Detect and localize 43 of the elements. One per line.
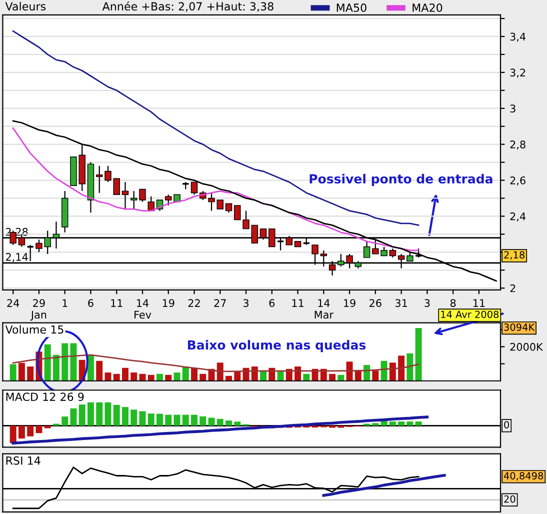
text: 3094K xyxy=(504,323,535,331)
y-tick-label: 3,4 xyxy=(510,32,526,42)
x-tick-label: 29 Jan xyxy=(30,299,46,321)
y-tick-label: 2,8 xyxy=(510,140,526,150)
x-tick-label: 27 xyxy=(214,299,226,307)
y-tick-label: 2,6 xyxy=(510,176,526,186)
x-tick-label: 3 xyxy=(243,299,248,307)
x-tick-label: 14 Fev xyxy=(134,299,152,319)
x-tick-label: 31 xyxy=(395,299,407,307)
annotation: Possivel ponto de entrada xyxy=(310,174,492,186)
legend-label: MA50 xyxy=(336,4,366,12)
text: 2,18 xyxy=(504,251,524,260)
y-tick-label: 2000K xyxy=(510,342,544,351)
x-tick-label: 3 xyxy=(424,299,430,307)
y-tick-label: 2 xyxy=(510,284,516,292)
x-tick-label: 8 xyxy=(450,299,456,307)
chart-title: Volume 15 xyxy=(5,325,64,334)
x-tick-label: 24 xyxy=(7,299,20,307)
x-tick-label: 6 xyxy=(269,299,275,307)
x-tick-label: 14 Mar xyxy=(314,299,334,319)
x-tick-label: 6 xyxy=(88,299,94,307)
chart-title: RSI 14 xyxy=(6,456,40,465)
text: 20 xyxy=(504,495,516,503)
x-tick-label: 11 xyxy=(111,299,122,307)
ref-line-label: 2,14 xyxy=(6,253,28,262)
y-tick-label: 3 xyxy=(510,104,516,112)
x-tick-label: 19 xyxy=(162,299,174,307)
x-tick-label: 11 xyxy=(292,299,304,307)
text: 14 Avr 2008 xyxy=(441,310,499,318)
annotation: Baixo volume nas quedas xyxy=(188,340,366,352)
chart-title: Valeurs xyxy=(5,2,46,11)
x-tick-label: 1 xyxy=(62,299,68,307)
x-tick-label: 11 xyxy=(473,299,485,307)
x-tick-label: 26 xyxy=(370,299,382,307)
chart-title: MACD 12 26 9 xyxy=(6,392,84,402)
x-tick-label: 22 xyxy=(188,299,200,307)
ref-line-label: 0 xyxy=(504,421,510,428)
y-tick-label: 3,2 xyxy=(510,68,526,78)
legend-label: MA20 xyxy=(412,4,442,12)
x-tick-label: 19 xyxy=(344,299,356,307)
chart-subtitle: Année +Bas: 2,07 +Haut: 3,38 xyxy=(102,2,274,12)
y-tick-label: 2,4 xyxy=(510,212,526,222)
text: 40,8498 xyxy=(504,472,544,480)
